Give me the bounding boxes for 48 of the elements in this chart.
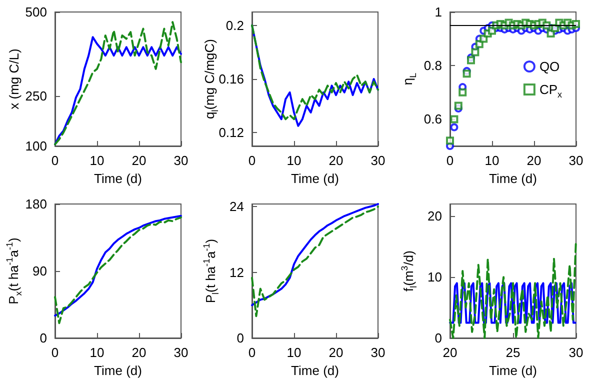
y-tick-label: 0	[434, 330, 442, 346]
y-tick-label: 20	[428, 208, 442, 224]
y-tick-label: 1	[434, 4, 442, 20]
x-tick-label: 25	[506, 345, 520, 360]
y-tick-label: 10	[428, 270, 442, 285]
legend-label: QO	[539, 59, 560, 74]
x-tick-label: 20	[132, 345, 146, 360]
x-tick-label: 10	[286, 345, 302, 360]
y-tick-label: 0.12	[218, 125, 244, 140]
x-tick-label: 20	[526, 153, 542, 168]
x-tick-label: 0	[248, 345, 256, 360]
x-tick-label: 10	[90, 345, 104, 360]
y-tick-label: 0.2	[226, 18, 244, 33]
x-tick-label: 10	[484, 153, 500, 168]
x-tick-label: 10	[90, 153, 104, 168]
x-tick-label: 30	[174, 153, 188, 168]
x-tick-label: 30	[370, 153, 386, 168]
y-tick-label: 12	[230, 264, 244, 280]
y-tick-label: 0	[236, 330, 244, 346]
x-axis-title: Time (d)	[489, 362, 537, 378]
x-tick-label: 20	[328, 345, 344, 360]
x-tick-label: 30	[174, 345, 188, 360]
y-tick-label: 0	[40, 330, 47, 346]
x-axis-title: Time (d)	[291, 170, 339, 186]
x-tick-label: 10	[286, 153, 302, 168]
x-tick-label: 0	[446, 153, 454, 168]
x-axis-title: Time (d)	[489, 170, 537, 186]
y-tick-label: 90	[32, 264, 47, 278]
y-tick-label: 180	[25, 196, 47, 212]
x-tick-label: 30	[370, 345, 386, 360]
y-tick-label: 500	[25, 4, 47, 20]
x-tick-label: 30	[568, 345, 584, 360]
x-tick-label: 20	[328, 153, 344, 168]
x-tick-label: 0	[51, 153, 59, 168]
x-tick-label: 0	[51, 345, 59, 360]
x-tick-label: 30	[568, 153, 584, 168]
y-tick-label: 24	[230, 199, 244, 214]
x-tick-label: 20	[132, 153, 146, 168]
x-tick-label: 0	[248, 153, 256, 168]
y-tick-label: 0.16	[218, 72, 244, 86]
y-tick-label: 100	[25, 138, 47, 154]
y-tick-label: 0.6	[424, 112, 442, 127]
y-tick-label: 250	[25, 88, 47, 104]
y-tick-label: 0.8	[424, 58, 442, 74]
x-axis-title: Time (d)	[94, 170, 142, 186]
y-axis-title: x (mg C/L)	[6, 48, 22, 110]
x-axis-title: Time (d)	[291, 362, 339, 378]
x-axis-title: Time (d)	[94, 362, 142, 378]
